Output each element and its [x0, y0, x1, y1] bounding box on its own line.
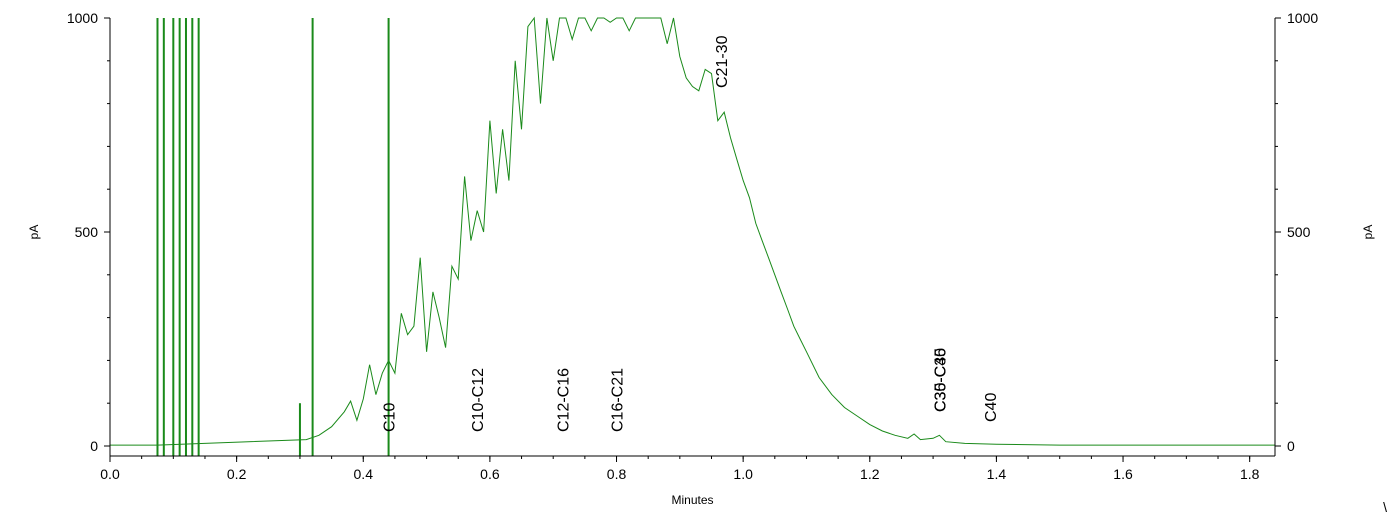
- axes-group: [109, 18, 1276, 457]
- spike-group: [156, 18, 390, 456]
- peak-annotation: C30-C35: [932, 348, 949, 412]
- x-tick-label: 1.8: [1240, 466, 1260, 482]
- peak-annotation: C40: [983, 393, 1000, 422]
- x-axis-label: Minutes: [671, 493, 713, 507]
- peak-annotation: C16-C21: [610, 368, 627, 432]
- peak-annotation: C35-C40: [932, 348, 949, 412]
- y-tick-label-right: 1000: [1287, 10, 1318, 26]
- y-tick-label-left: 0: [90, 438, 98, 454]
- y-tick-group: 0 0 500 500 1000 1000: [67, 10, 1319, 454]
- x-tick-group: 0.0 0.2 0.4 0.6 0.8 1.0 1.2 1.4 1.6 1.8: [100, 456, 1260, 482]
- x-tick-label: 1.6: [1113, 466, 1133, 482]
- peak-annotation: C10: [382, 403, 399, 432]
- y-tick-label-right: 500: [1287, 224, 1311, 240]
- corner-mark: \: [1383, 499, 1387, 515]
- x-tick-label: 0.2: [227, 466, 247, 482]
- x-tick-label: 0.0: [100, 466, 120, 482]
- x-tick-label: 0.4: [354, 466, 374, 482]
- y-axis-label-right: pA: [1361, 225, 1375, 240]
- signal-trace: [110, 16, 1275, 446]
- peak-annotation: C12-C16: [556, 368, 573, 432]
- y-tick-label-left: 1000: [67, 10, 98, 26]
- x-tick-label: 1.2: [860, 466, 880, 482]
- y-axis-label-left: pA: [27, 225, 41, 240]
- x-tick-label: 0.6: [480, 466, 500, 482]
- y-tick-label-left: 500: [75, 224, 99, 240]
- y-tick-label-right: 0: [1287, 438, 1295, 454]
- x-tick-label: 1.0: [733, 466, 753, 482]
- peak-annotation: C10-C12: [470, 368, 487, 432]
- annotation-group: C10 C10-C12 C12-C16 C16-C21 C21-30 C30-C35C35…: [382, 35, 1000, 432]
- peak-annotation: C21-30: [714, 35, 731, 88]
- x-tick-label: 1.4: [987, 466, 1007, 482]
- x-tick-label: 0.8: [607, 466, 627, 482]
